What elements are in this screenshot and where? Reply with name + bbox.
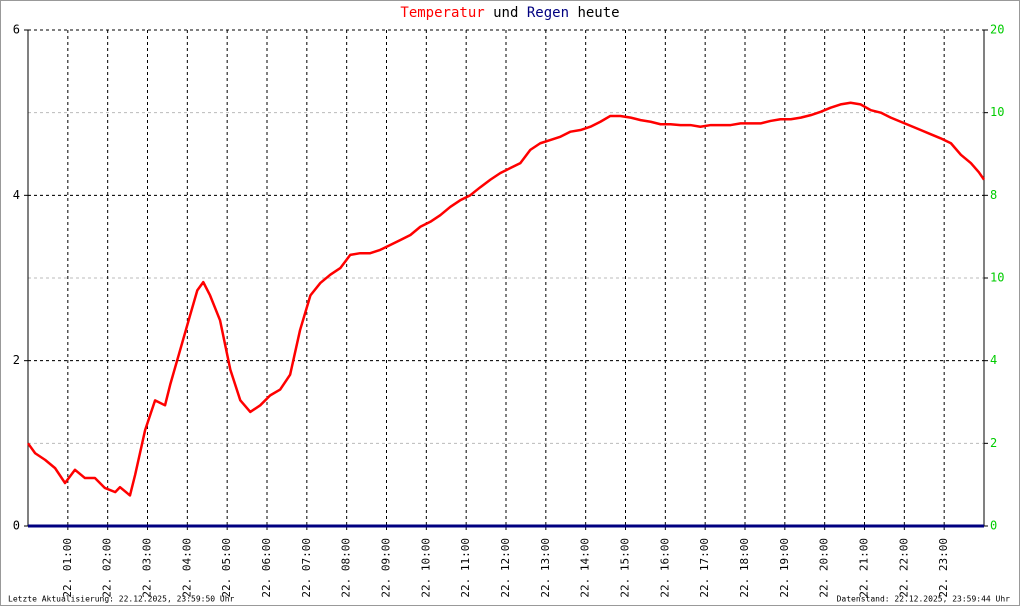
- x-tick-label: 22. 16:00: [658, 538, 671, 598]
- x-tick-label: 22. 18:00: [738, 538, 751, 598]
- x-tick-label: 22. 15:00: [619, 538, 632, 598]
- x-tick-label: 22. 05:00: [220, 538, 233, 598]
- y2-tick-label: 4: [990, 353, 997, 367]
- x-tick-label: 22. 22:00: [897, 538, 910, 598]
- x-tick-label: 22. 04:00: [180, 538, 193, 598]
- title-series: Regen: [527, 5, 569, 21]
- y2-tick-label: 2: [990, 436, 997, 450]
- y-tick-label: 4: [13, 188, 20, 202]
- x-tick-label: 22. 19:00: [778, 538, 791, 598]
- y2-tick-label: 20: [990, 23, 1004, 37]
- y-tick-label: 2: [13, 353, 20, 367]
- y-tick-label: 0: [13, 519, 20, 533]
- x-tick-label: 22. 11:00: [459, 538, 472, 598]
- footer-right: Datenstand: 22.12.2025, 23:59:44 Uhr: [837, 595, 1011, 604]
- y2-tick-label: 0: [990, 519, 997, 533]
- x-tick-label: 22. 02:00: [101, 538, 114, 598]
- x-tick-label: 22. 12:00: [499, 538, 512, 598]
- x-tick-label: 22. 23:00: [937, 538, 950, 598]
- x-tick-label: 22. 17:00: [698, 538, 711, 598]
- series-line: [26, 101, 986, 497]
- x-tick-label: 22. 10:00: [419, 538, 432, 598]
- x-tick-label: 22. 14:00: [579, 538, 592, 598]
- y2-tick-label: 10: [990, 271, 1004, 285]
- title-suffix: heute: [577, 5, 619, 21]
- x-tick-label: 22. 08:00: [340, 538, 353, 598]
- chart-title: Temperatur und Regen heute: [400, 5, 619, 21]
- x-tick-label: 22. 21:00: [858, 538, 871, 598]
- y2-tick-label: 8: [990, 188, 997, 202]
- x-tick-label: 22. 13:00: [539, 538, 552, 598]
- x-tick-label: 22. 01:00: [61, 538, 74, 598]
- x-tick-label: 22. 03:00: [141, 538, 154, 598]
- x-tick-label: 22. 06:00: [260, 538, 273, 598]
- x-tick-label: 22. 20:00: [818, 538, 831, 598]
- x-tick-label: 22. 09:00: [380, 538, 393, 598]
- x-tick-label: 22. 07:00: [300, 538, 313, 598]
- title-series: Temperatur: [400, 5, 484, 21]
- y-tick-label: 6: [13, 23, 20, 37]
- y2-tick-label: 10: [990, 105, 1004, 119]
- footer-left: Letzte Aktualisierung: 22.12.2025, 23:59…: [8, 595, 235, 604]
- title-connector: und: [493, 5, 518, 21]
